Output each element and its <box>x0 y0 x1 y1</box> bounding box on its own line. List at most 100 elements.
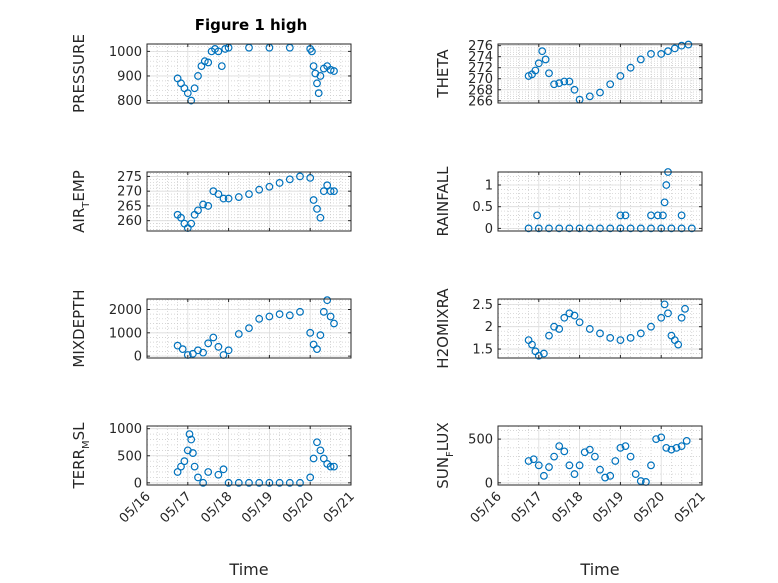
data-point <box>255 478 264 487</box>
data-point <box>178 345 187 354</box>
data-point <box>533 211 541 220</box>
data-point <box>306 328 315 337</box>
subplot-1: 800 900 1000 PRESSURE <box>70 34 352 113</box>
data-point <box>214 47 223 56</box>
subplot-6: 1.5 2 2.5 H2OMIXRA <box>434 288 703 369</box>
data-point <box>555 325 564 333</box>
y-tick-label: 1000 <box>109 422 142 437</box>
data-point <box>285 478 294 487</box>
data-point <box>660 300 669 309</box>
data-point <box>657 433 666 442</box>
data-point <box>657 313 666 322</box>
data-point <box>194 72 202 80</box>
data-point <box>173 468 182 476</box>
y-tick-label: 270 <box>468 72 493 87</box>
data-point <box>664 309 672 318</box>
data-point <box>309 454 318 463</box>
data-point <box>555 79 564 88</box>
subplot-4: 0 0.5 1 RAINFALL <box>434 166 703 237</box>
data-point <box>200 57 209 66</box>
y-tick-label: 275 <box>117 170 142 185</box>
y-axis-label: AIRTEMP <box>70 170 92 233</box>
data-point <box>187 435 196 444</box>
data-point <box>545 463 553 471</box>
data-point <box>275 478 284 487</box>
data-point <box>541 55 550 64</box>
data-point <box>555 442 564 451</box>
y-axis-label: TERRMSL <box>70 422 92 490</box>
data-point <box>565 461 574 470</box>
data-point <box>611 457 620 465</box>
y-axis-label-tail: EMP <box>70 170 88 201</box>
data-point <box>616 224 625 233</box>
x-tick-label: 05/20 <box>631 489 668 526</box>
data-point <box>664 47 672 56</box>
axes-box <box>146 43 352 104</box>
data-point <box>234 193 243 201</box>
data-point <box>596 224 604 233</box>
data-point <box>647 322 655 331</box>
y-axis-label: RAINFALL <box>434 166 452 237</box>
data-point <box>194 473 202 482</box>
y-axis-label: MIXDEPTH <box>70 289 88 367</box>
data-point <box>214 470 223 479</box>
data-point <box>555 224 564 233</box>
data-point <box>219 465 228 474</box>
data-point <box>616 72 625 80</box>
data-point <box>534 59 543 68</box>
y-tick-label: 0.5 <box>472 200 493 215</box>
y-tick-label: 268 <box>468 83 493 98</box>
data-point <box>199 348 208 357</box>
data-point <box>314 89 323 98</box>
data-point <box>575 318 584 327</box>
axes-box <box>146 171 352 232</box>
data-point <box>550 452 558 461</box>
data-point <box>631 470 640 478</box>
data-point <box>326 65 335 74</box>
data-point <box>265 478 274 487</box>
data-point <box>319 307 328 316</box>
y-tick-label: 272 <box>468 61 493 76</box>
x-tick-label: 05/16 <box>468 489 505 526</box>
axes-box <box>497 298 703 359</box>
data-point <box>224 478 233 487</box>
x-tick-label: 05/19 <box>239 489 276 526</box>
data-point <box>636 329 645 338</box>
data-point <box>585 92 594 101</box>
data-point <box>296 478 304 487</box>
y-tick-label: 1 <box>485 179 493 194</box>
x-axis-label: Time <box>228 560 268 579</box>
y-axis-label: THETA <box>434 49 452 99</box>
data-point <box>540 349 548 358</box>
data-point <box>660 198 669 207</box>
data-point <box>180 457 189 466</box>
data-point <box>313 438 321 447</box>
data-point <box>585 224 594 233</box>
data-point <box>309 196 318 204</box>
data-point <box>185 430 194 439</box>
data-point <box>285 311 294 320</box>
x-axis-label: Time <box>579 560 619 579</box>
data-point <box>560 313 569 322</box>
data-point <box>626 224 635 233</box>
axes-box <box>497 171 703 232</box>
data-point <box>585 325 594 333</box>
data-point <box>188 349 197 358</box>
y-tick-label: 2.5 <box>472 298 493 313</box>
data-point <box>296 307 304 316</box>
y-tick-label: 274 <box>468 50 493 65</box>
data-point <box>626 63 635 72</box>
data-point <box>636 224 645 233</box>
data-point <box>616 211 625 220</box>
data-point <box>214 342 223 351</box>
data-point <box>319 454 328 463</box>
data-point <box>687 224 696 233</box>
y-axis-label-main: TERR <box>70 449 88 490</box>
y-tick-label: 0 <box>485 222 493 237</box>
plot-area <box>147 44 351 103</box>
data-point <box>677 224 686 233</box>
data-point <box>674 340 683 349</box>
data-point <box>601 473 609 482</box>
data-point <box>681 304 689 313</box>
